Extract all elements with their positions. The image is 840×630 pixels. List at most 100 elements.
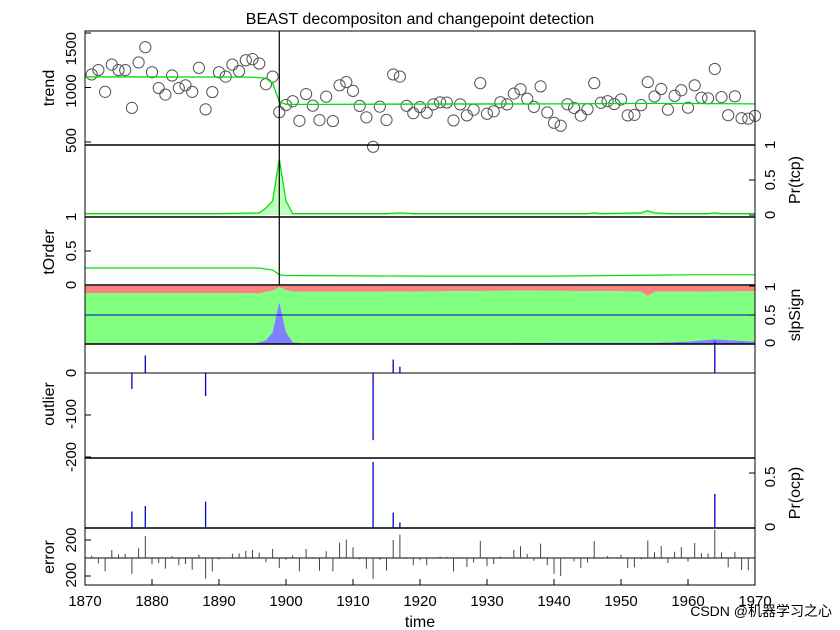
trend-observation: [434, 96, 447, 109]
trend-observation: [661, 103, 675, 116]
error-ytick-bottom: 200: [63, 562, 80, 587]
trend-observation: [588, 77, 601, 90]
trend-observation: [447, 114, 460, 127]
trend-observation: [286, 95, 299, 108]
trend-observation: [675, 84, 688, 97]
outlier-ytick-0: 0: [63, 369, 80, 377]
pr-tcp-ylabel: Pr(tcp): [787, 156, 804, 204]
trend-observation: [581, 103, 594, 116]
pr-ocp-ylabel: Pr(ocp): [787, 467, 804, 519]
outlier-ticks: [85, 372, 91, 458]
trend-observation: [132, 56, 145, 69]
pr-tcp-line: [85, 158, 755, 215]
trend-observation: [628, 108, 641, 121]
trend-ytick-1500: 1500: [63, 32, 80, 65]
trend-observation: [668, 89, 681, 102]
trend-observation: [112, 63, 125, 77]
slp-sign-zero-area: [85, 287, 755, 344]
pr-tcp-ticks: [749, 144, 755, 216]
trend-observation: [226, 58, 239, 71]
trend-observation: [742, 112, 755, 125]
panel-separators: [85, 144, 755, 529]
trend-observation: [293, 114, 306, 127]
trend-observation: [722, 109, 735, 122]
pr-ocp-ytick-0: 0: [762, 523, 779, 531]
trend-observation: [474, 77, 487, 90]
trend-observation: [353, 99, 366, 113]
trend-observation: [527, 100, 541, 114]
pr-ocp-ticks: [749, 472, 755, 529]
trend-observation: [601, 95, 614, 108]
trend-observation: [715, 90, 728, 104]
trend-observation: [568, 101, 581, 115]
trend-observation: [641, 75, 654, 89]
trend-observation: [333, 79, 346, 92]
slp-sign-ylabel: slpSign: [787, 289, 804, 341]
pr-tcp-ytick-0: 0: [762, 211, 779, 219]
trend-observation: [320, 90, 333, 103]
outlier-ytick-m200: -200: [63, 442, 80, 472]
trend-observation: [534, 80, 547, 93]
t-order-ytick-0: 0: [63, 281, 80, 289]
trend-observation: [192, 61, 205, 74]
x-tick-label: 1970: [738, 593, 771, 610]
x-tick-label: 1950: [604, 593, 637, 610]
pr-ocp-spikes: [131, 462, 716, 528]
x-tick-label: 1910: [336, 593, 369, 610]
trend-observation: [246, 53, 259, 66]
error-ticks: [85, 539, 91, 577]
x-tick-label: 1890: [202, 593, 235, 610]
trend-observation: [199, 103, 212, 116]
trend-observation: [494, 96, 507, 109]
x-tick-label: 1880: [135, 593, 168, 610]
panel-t-order: 1 0.5 0 tOrder: [41, 213, 755, 289]
trend-observation: [708, 62, 721, 76]
trend-observation: [105, 58, 118, 71]
trend-observation: [139, 41, 152, 54]
trend-observation: [547, 116, 561, 129]
x-tick-label: 1930: [470, 593, 503, 610]
trend-observation: [387, 68, 400, 81]
error-bars: [91, 530, 756, 579]
trend-observation: [688, 79, 701, 92]
slp-sign-ytick-1: 1: [762, 283, 779, 291]
trend-observation: [648, 90, 661, 103]
trend-observation: [420, 106, 433, 119]
panel-trend: 1500 1000 500 trend: [41, 32, 762, 153]
trend-observation: [380, 113, 393, 127]
trend-observation: [340, 75, 353, 89]
trend-observation: [507, 87, 520, 100]
outlier-ytick-m100: -100: [63, 399, 80, 429]
panel-pr-ocp: 0.5 0 Pr(ocp): [131, 462, 804, 531]
trend-observation: [367, 140, 380, 153]
panel-outlier: 0 -100 -200 outlier: [41, 341, 755, 472]
trend-observation: [266, 70, 279, 83]
pr-tcp-ytick-1: 1: [762, 141, 779, 149]
pr-ocp-ytick-0-5: 0.5: [762, 467, 779, 488]
trend-observation: [460, 109, 473, 122]
t-order-ytick-0-5: 0.5: [63, 241, 80, 262]
trend-observation: [393, 70, 406, 83]
x-axis-tick-labels: 1870 1880 1890 1900 1910 1920 1930 1940 1950 1960…: [68, 593, 771, 610]
chart-title: BEAST decompositon and changepoint detec…: [246, 11, 594, 28]
trend-observation: [621, 109, 634, 122]
t-order-ylabel: tOrder: [41, 229, 58, 275]
trend-ytick-500: 500: [63, 128, 80, 153]
trend-observation: [99, 85, 112, 98]
trend-fit-line: [85, 76, 756, 106]
trend-observation: [233, 65, 246, 78]
error-ytick-top: 200: [63, 527, 80, 552]
trend-observation: [145, 66, 159, 79]
trend-observation: [681, 101, 695, 114]
trend-observation: [212, 66, 226, 79]
trend-observation: [125, 101, 138, 114]
trend-observation: [313, 113, 326, 127]
trend-observation: [487, 105, 500, 118]
slp-sign-ytick-0-5: 0.5: [762, 305, 779, 326]
x-tick-label: 1960: [671, 593, 704, 610]
trend-observation: [400, 99, 413, 112]
trend-observation: [655, 82, 668, 96]
watermark: CSDN @机器学习之心: [690, 603, 832, 619]
trend-observation: [728, 90, 742, 103]
